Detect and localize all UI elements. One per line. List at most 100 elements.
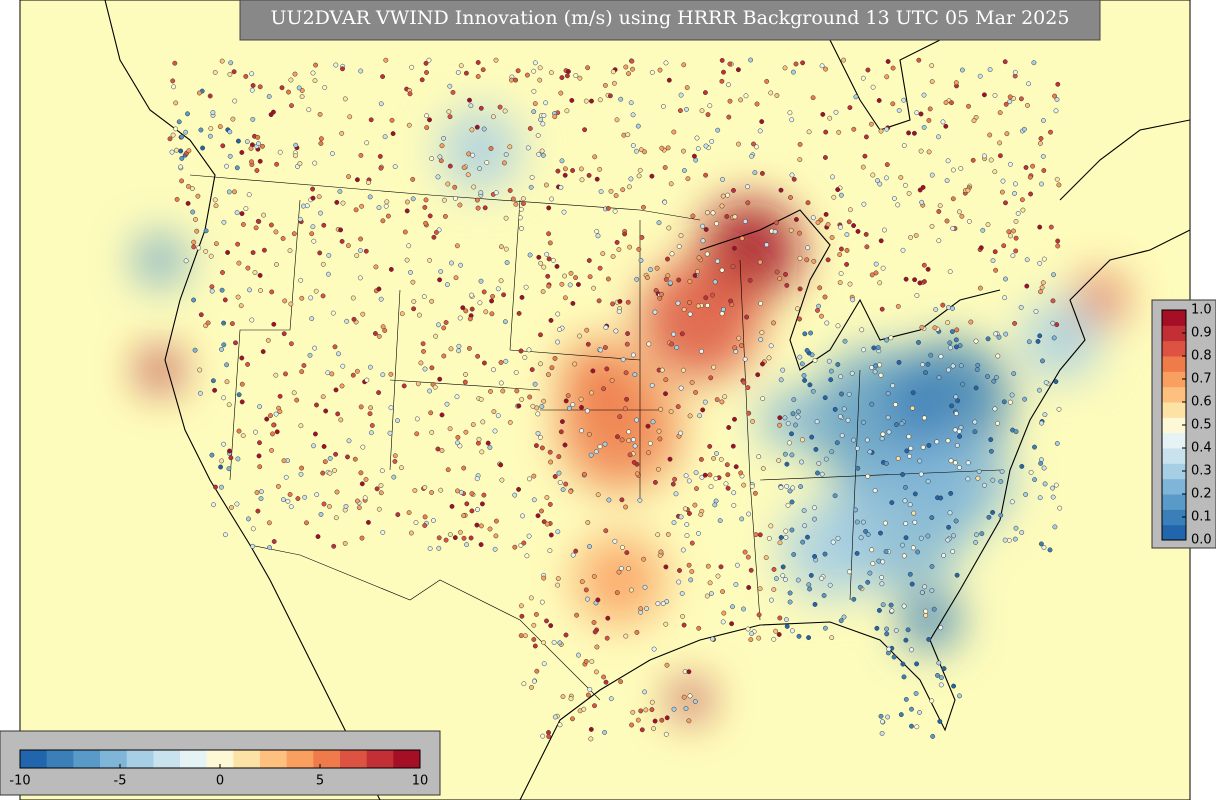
observation (306, 107, 312, 113)
observation (949, 403, 955, 409)
observation (610, 69, 616, 75)
observation (566, 405, 572, 411)
observation (935, 672, 940, 678)
observation (236, 260, 242, 266)
observation (861, 201, 867, 207)
observation (557, 327, 562, 333)
colorbar-segment (1162, 325, 1186, 342)
observation (693, 389, 699, 395)
colorbar-segment (1162, 386, 1186, 403)
colorbar-segment (1162, 509, 1186, 526)
observation (411, 306, 417, 312)
observation (422, 204, 428, 210)
observation (570, 716, 575, 722)
observation (973, 539, 979, 545)
observation (637, 167, 643, 173)
observation (705, 112, 711, 118)
observation (772, 229, 778, 235)
observation (260, 349, 266, 355)
observation (741, 606, 746, 612)
observation (789, 499, 795, 505)
observation (480, 67, 486, 73)
observation (250, 250, 256, 256)
observation (463, 429, 469, 435)
observation (652, 479, 658, 485)
observation (789, 628, 795, 634)
observation (247, 287, 252, 293)
observation (430, 518, 436, 523)
observation (399, 465, 404, 471)
observation (655, 466, 661, 472)
colorbar-segment (313, 750, 341, 768)
observation (692, 502, 698, 508)
observation (585, 65, 591, 71)
observation (213, 203, 219, 209)
observation (959, 67, 965, 73)
observation (220, 270, 225, 275)
observation (623, 633, 629, 639)
observation (429, 429, 435, 435)
observation (639, 727, 645, 733)
observation (812, 357, 818, 363)
observation (551, 640, 557, 645)
observation (294, 397, 300, 403)
observation (668, 181, 674, 187)
observation (587, 544, 592, 549)
observation (500, 388, 506, 394)
observation (759, 330, 765, 335)
observation (926, 442, 932, 448)
observation (452, 184, 458, 190)
observation (628, 100, 634, 106)
observation (234, 501, 240, 507)
observation (679, 591, 685, 596)
observation (541, 264, 547, 270)
observation (678, 430, 684, 436)
observation (406, 243, 412, 249)
observation (441, 353, 447, 359)
observation (918, 535, 924, 541)
observation (723, 481, 729, 487)
observation (531, 473, 537, 479)
observation (899, 421, 905, 427)
observation (252, 270, 258, 275)
observation (730, 264, 736, 269)
observation (816, 460, 822, 466)
observation (224, 163, 229, 169)
observation (988, 157, 994, 163)
observation (720, 176, 725, 182)
observation (220, 143, 226, 149)
observation (527, 394, 533, 400)
observation (224, 379, 230, 385)
observation (776, 632, 782, 637)
observation (690, 213, 696, 219)
observation (359, 203, 365, 209)
observation (777, 415, 783, 421)
observation (367, 194, 373, 200)
observation (712, 502, 718, 508)
observation (708, 484, 714, 490)
observation (853, 507, 859, 513)
observation (191, 239, 197, 245)
observation (671, 706, 677, 712)
observation (358, 236, 364, 242)
observation (1003, 200, 1008, 206)
observation (503, 246, 509, 252)
observation (388, 405, 394, 411)
observation (736, 335, 742, 341)
observation (257, 404, 263, 410)
observation (460, 305, 466, 311)
observation (659, 145, 665, 151)
observation (630, 709, 636, 715)
observation (987, 132, 993, 138)
observation (412, 488, 418, 493)
observation (752, 170, 758, 176)
observation (611, 80, 617, 86)
observation (253, 225, 259, 231)
observation (568, 270, 574, 276)
observation (235, 456, 241, 462)
observation (860, 164, 866, 170)
observation (732, 214, 738, 220)
observation (478, 542, 484, 548)
observation (563, 481, 569, 487)
observation (535, 133, 541, 138)
